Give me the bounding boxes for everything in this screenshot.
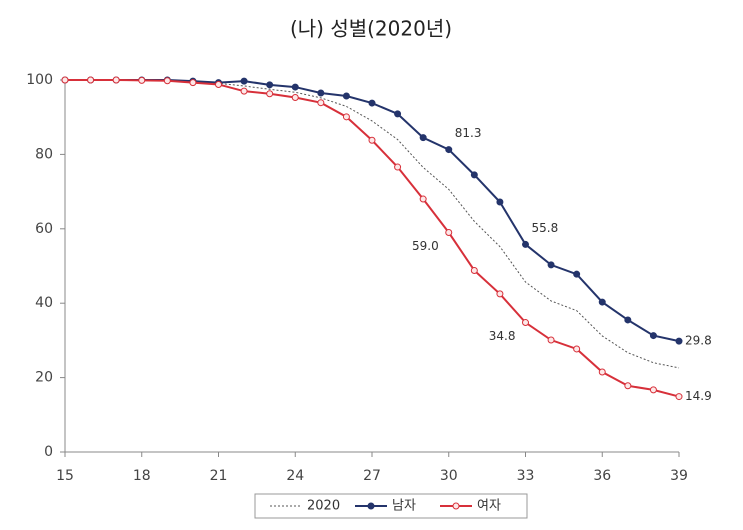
x-tick-label: 36: [593, 468, 611, 484]
chart-title: (나) 성별(2020년): [290, 17, 452, 41]
point: [649, 332, 657, 340]
point: [317, 89, 325, 97]
point: [61, 76, 69, 84]
point: [368, 99, 376, 107]
point: [470, 266, 478, 274]
point: [547, 261, 555, 269]
y-tick-label: 60: [35, 221, 53, 237]
point: [675, 337, 683, 345]
x-tick-label: 18: [133, 468, 151, 484]
x-tick-label: 21: [210, 468, 228, 484]
x-tick-label: 15: [56, 468, 74, 484]
point: [445, 146, 453, 154]
legend-marker: [367, 502, 375, 510]
point: [496, 290, 504, 298]
point: [522, 319, 529, 327]
y-tick-label: 100: [26, 72, 53, 88]
data-label: 29.8: [685, 334, 712, 348]
point: [675, 393, 683, 401]
point: [394, 110, 402, 118]
point: [266, 90, 274, 98]
point: [394, 163, 402, 171]
point: [573, 345, 581, 353]
point: [624, 316, 632, 324]
legend-box: [254, 493, 528, 519]
y-tick-label: 20: [35, 370, 53, 386]
y-tick-label: 80: [35, 146, 53, 162]
point: [342, 113, 350, 121]
point: [138, 76, 146, 84]
legend-label: 여자: [477, 499, 501, 514]
x-tick-label: 39: [670, 468, 688, 484]
point: [547, 336, 555, 344]
point: [189, 79, 197, 87]
point: [266, 81, 274, 89]
point: [598, 368, 606, 376]
point: [112, 76, 120, 84]
point: [496, 198, 504, 206]
point: [522, 240, 529, 248]
point: [445, 229, 453, 237]
series-line: [65, 79, 680, 398]
point: [215, 80, 222, 88]
point: [87, 76, 95, 84]
data-label: 14.9: [685, 389, 712, 403]
data-label: 59.0: [412, 239, 439, 253]
point: [649, 386, 657, 394]
point: [368, 136, 376, 144]
y-tick-label: 0: [44, 444, 53, 460]
x-tick-label: 27: [363, 468, 381, 484]
data-label: 81.3: [455, 126, 482, 140]
point: [419, 195, 427, 203]
point: [240, 77, 248, 85]
series-line: [65, 79, 680, 369]
x-tick-label: 30: [440, 468, 458, 484]
point: [291, 93, 299, 101]
point: [291, 83, 299, 91]
data-label: 34.8: [489, 329, 516, 343]
point: [598, 298, 606, 306]
data-label: 55.8: [532, 221, 559, 235]
point: [624, 382, 632, 390]
x-tick-label: 33: [517, 468, 535, 484]
point: [163, 77, 171, 85]
y-tick-label: 40: [35, 295, 53, 311]
point: [342, 92, 350, 100]
x-tick-label: 24: [286, 468, 304, 484]
point: [317, 99, 325, 107]
point: [573, 270, 581, 278]
legend-label: 2020: [307, 499, 340, 514]
legend-label: 남자: [392, 499, 416, 514]
series-line: [65, 79, 680, 343]
legend-marker: [452, 502, 460, 510]
point: [240, 87, 248, 95]
point: [470, 171, 478, 179]
point: [419, 134, 427, 142]
